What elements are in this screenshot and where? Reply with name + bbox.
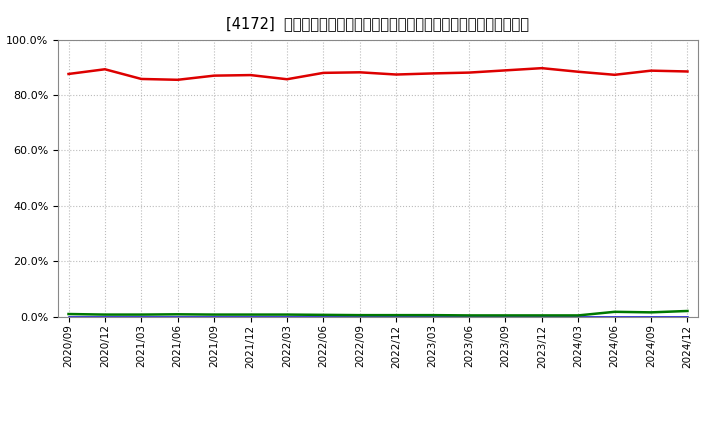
自己資本 [283, 77, 292, 82]
自己資本 [501, 68, 510, 73]
繰延税金資産 [137, 312, 145, 317]
のれん [501, 314, 510, 319]
繰延税金資産 [246, 312, 255, 317]
繰延税金資産 [464, 313, 473, 318]
繰延税金資産 [538, 313, 546, 318]
自己資本 [464, 70, 473, 75]
自己資本 [428, 71, 437, 76]
自己資本 [246, 73, 255, 78]
自己資本 [574, 69, 582, 74]
繰延税金資産 [319, 312, 328, 318]
自己資本 [647, 68, 655, 73]
Title: [4172]  自己資本、のれん、繰延税金資産の総資産に対する比率の推移: [4172] 自己資本、のれん、繰延税金資産の総資産に対する比率の推移 [227, 16, 529, 32]
自己資本 [137, 76, 145, 81]
のれん [611, 314, 619, 319]
のれん [283, 314, 292, 319]
繰延税金資産 [392, 312, 400, 318]
のれん [647, 314, 655, 319]
のれん [210, 314, 218, 319]
のれん [137, 314, 145, 319]
のれん [246, 314, 255, 319]
自己資本 [174, 77, 182, 82]
繰延税金資産 [283, 312, 292, 317]
繰延税金資産 [64, 312, 73, 317]
繰延税金資産 [647, 310, 655, 315]
繰延税金資産 [101, 312, 109, 317]
自己資本 [538, 66, 546, 71]
繰延税金資産 [210, 312, 218, 317]
自己資本 [210, 73, 218, 78]
のれん [319, 314, 328, 319]
自己資本 [356, 70, 364, 75]
繰延税金資産 [683, 308, 692, 314]
Line: 繰延税金資産: 繰延税金資産 [68, 311, 688, 315]
自己資本 [611, 72, 619, 77]
自己資本 [683, 69, 692, 74]
のれん [174, 314, 182, 319]
繰延税金資産 [356, 312, 364, 318]
のれん [538, 314, 546, 319]
のれん [683, 314, 692, 319]
繰延税金資産 [174, 312, 182, 317]
繰延税金資産 [501, 313, 510, 318]
自己資本 [392, 72, 400, 77]
のれん [392, 314, 400, 319]
のれん [428, 314, 437, 319]
のれん [464, 314, 473, 319]
自己資本 [319, 70, 328, 76]
自己資本 [64, 71, 73, 77]
繰延税金資産 [611, 309, 619, 315]
繰延税金資産 [574, 313, 582, 318]
のれん [574, 314, 582, 319]
のれん [101, 314, 109, 319]
Line: 自己資本: 自己資本 [68, 68, 688, 80]
のれん [356, 314, 364, 319]
繰延税金資産 [428, 312, 437, 318]
自己資本 [101, 66, 109, 72]
のれん [64, 314, 73, 319]
